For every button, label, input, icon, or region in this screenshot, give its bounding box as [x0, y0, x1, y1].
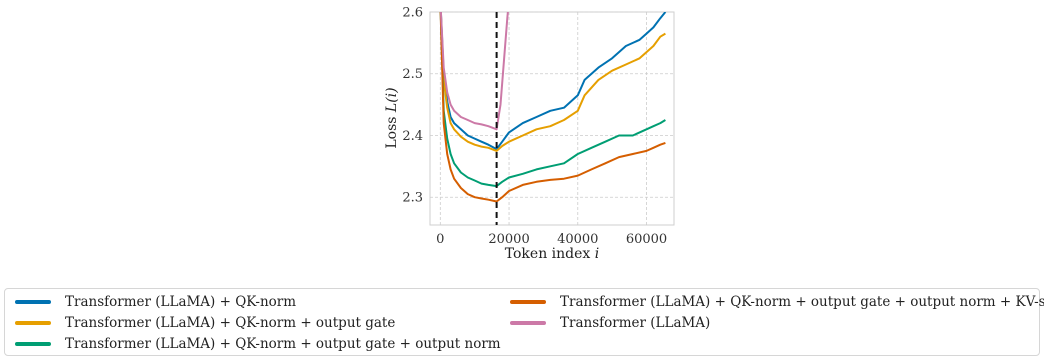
series-line-3 — [439, 12, 666, 203]
y-tick-label: 2.3 — [402, 191, 423, 206]
legend-item-llama: Transformer (LLaMA) — [510, 313, 710, 333]
ticks: 0 20000 40000 60000 2.3 2.4 2.5 2.6 — [402, 6, 667, 248]
legend-label: Transformer (LLaMA) + QK-norm — [65, 294, 297, 310]
y-tick-label: 2.5 — [402, 67, 423, 82]
series-line-2 — [439, 12, 666, 188]
series-group — [439, 12, 667, 203]
legend-label: Transformer (LLaMA) — [560, 315, 711, 331]
legend-label: Transformer (LLaMA) + QK-norm + output g… — [65, 315, 396, 331]
legend-swatch — [510, 300, 546, 304]
loss-chart: 0 20000 40000 60000 2.3 2.4 2.5 2.6 Token index… — [384, 6, 675, 262]
x-tick-label: 0 — [436, 232, 444, 247]
legend-label: Transformer (LLaMA) + QK-norm + output g… — [65, 336, 501, 352]
x-axis-label: Token index i — [505, 246, 600, 262]
legend-item-kv-shift: Transformer (LLaMA) + QK-norm + output g… — [510, 292, 1044, 312]
series-line-0 — [439, 12, 667, 151]
legend-swatch — [15, 321, 51, 325]
y-tick-label: 2.6 — [402, 6, 423, 21]
grid — [430, 11, 674, 225]
x-tick-label: 60000 — [626, 232, 667, 247]
series-line-1 — [439, 12, 666, 152]
legend-item-output-gate: Transformer (LLaMA) + QK-norm + output g… — [15, 313, 395, 333]
legend: Transformer (LLaMA) + QK-norm Transforme… — [4, 288, 1044, 356]
legend-swatch — [15, 342, 51, 346]
y-tick-label: 2.4 — [402, 129, 423, 144]
legend-label: Transformer (LLaMA) + QK-norm + output g… — [560, 294, 1044, 310]
series-line-4 — [439, 12, 509, 131]
legend-swatch — [15, 300, 51, 304]
x-tick-label: 20000 — [488, 232, 529, 247]
legend-swatch — [510, 321, 546, 325]
legend-item-qk-norm: Transformer (LLaMA) + QK-norm — [15, 292, 296, 312]
plot-area — [429, 11, 675, 226]
x-tick-label: 40000 — [557, 232, 598, 247]
legend-item-output-norm: Transformer (LLaMA) + QK-norm + output g… — [15, 334, 501, 354]
y-axis-label: Loss L(i) — [384, 87, 400, 148]
